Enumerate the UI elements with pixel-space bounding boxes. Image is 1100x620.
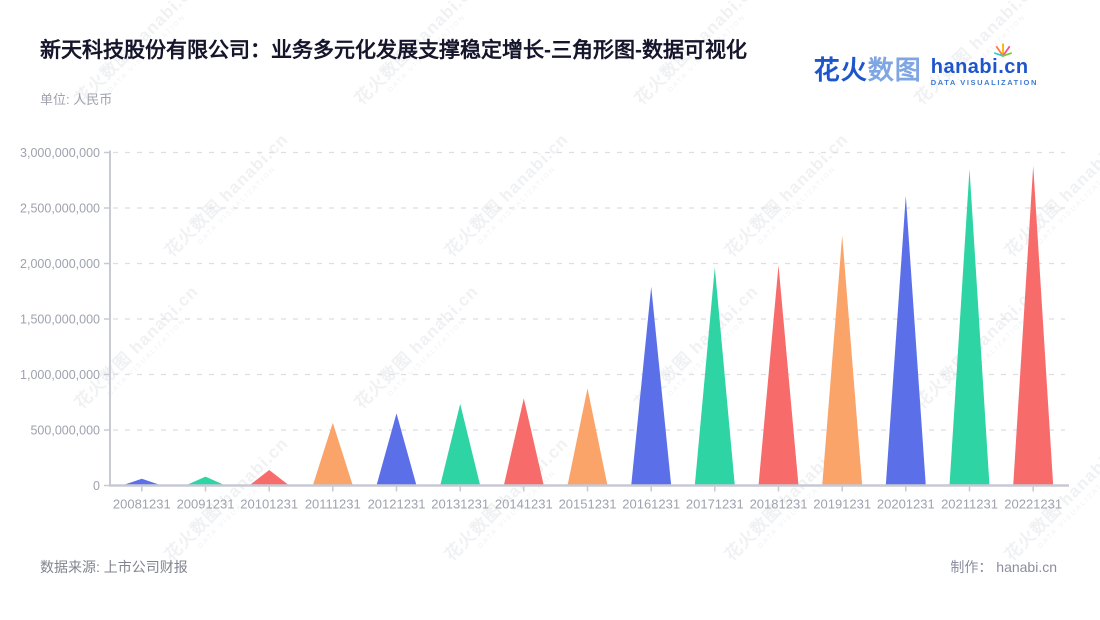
triangle-marker[interactable] — [376, 413, 417, 486]
x-tick-label: 20141231 — [495, 497, 553, 512]
y-tick-label: 500,000,000 — [30, 424, 100, 438]
chart-title: 新天科技股份有限公司：业务多元化发展支撑稳定增长-三角形图-数据可视化 — [40, 39, 747, 62]
unit-label: 单位: 人民币 — [40, 92, 113, 107]
triangle-marker[interactable] — [694, 267, 735, 486]
logo-text-huahuo: 花火 — [813, 55, 868, 85]
x-tick-label: 20211231 — [941, 497, 998, 512]
spark-icon — [994, 43, 1012, 57]
x-tick-label: 20101231 — [240, 497, 298, 512]
y-tick-label: 1,500,000,000 — [20, 313, 100, 327]
x-tick-label: 20201231 — [877, 497, 935, 512]
triangle-marker[interactable] — [567, 388, 608, 486]
x-tick-label: 20221231 — [1004, 497, 1062, 512]
x-tick-label: 20161231 — [622, 497, 680, 512]
x-tick-label: 20191231 — [813, 497, 871, 512]
credit-label: 制作： hanabi.cn — [950, 559, 1057, 575]
x-tick-label: 20081231 — [113, 497, 171, 512]
triangle-marker[interactable] — [503, 398, 544, 486]
triangle-marker[interactable] — [440, 403, 481, 486]
triangle-marker[interactable] — [631, 286, 672, 486]
logo-text-shutu: 数图 — [867, 55, 922, 85]
x-tick-label: 20121231 — [368, 497, 426, 512]
data-source-label: 数据来源: 上市公司财报 — [40, 559, 188, 575]
triangle-marker[interactable] — [121, 478, 162, 486]
x-tick-label: 20151231 — [559, 497, 617, 512]
x-tick-label: 20091231 — [177, 497, 235, 512]
x-tick-label: 20131231 — [431, 497, 489, 512]
hanabi-logo: 花火 数图 hanabi.cn DATA VISUALIZATION — [813, 43, 1038, 87]
triangle-marker[interactable] — [822, 235, 863, 486]
logo-text-hanabi: hanabi.cn — [930, 56, 1029, 78]
triangle-marker[interactable] — [1013, 165, 1054, 486]
triangle-marker[interactable] — [249, 470, 290, 486]
y-tick-label: 0 — [93, 479, 100, 493]
y-tick-label: 1,000,000,000 — [20, 368, 100, 382]
logo-en-block: hanabi.cn DATA VISUALIZATION — [930, 43, 1038, 87]
y-tick-label: 2,000,000,000 — [20, 257, 100, 271]
x-tick-label: 20111231 — [305, 497, 361, 512]
y-tick-label: 2,500,000,000 — [20, 202, 100, 216]
triangle-marker[interactable] — [885, 195, 926, 486]
triangle-marker[interactable] — [312, 422, 353, 486]
x-tick-label: 20171231 — [686, 497, 744, 512]
x-tick-label: 20181231 — [750, 497, 808, 512]
triangle-marker[interactable] — [185, 476, 226, 486]
triangle-marker[interactable] — [949, 169, 990, 486]
triangle-marker[interactable] — [758, 265, 799, 486]
logo-tagline: DATA VISUALIZATION — [930, 78, 1038, 87]
y-tick-label: 3,000,000,000 — [20, 146, 100, 160]
